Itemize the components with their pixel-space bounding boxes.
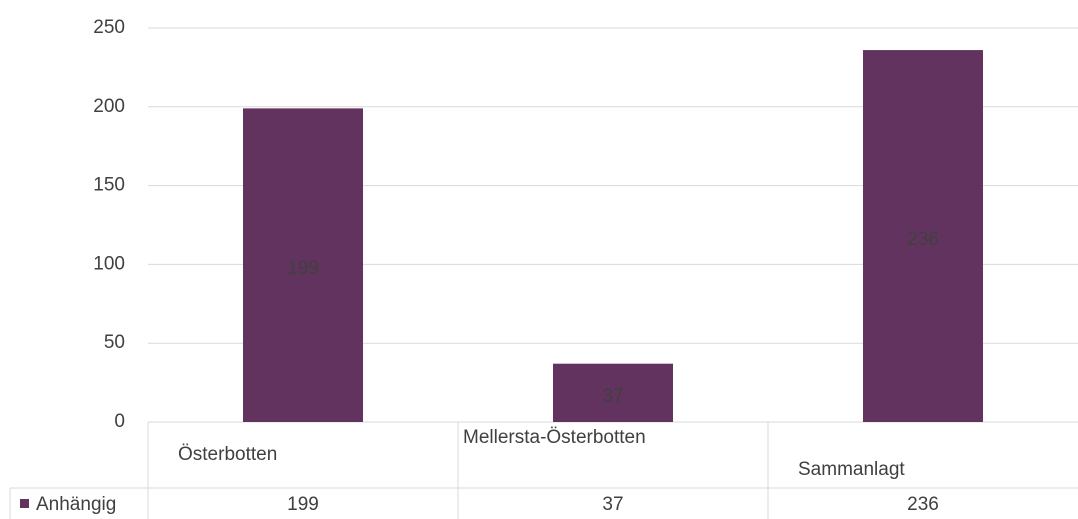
- y-tick-label: 0: [114, 411, 125, 432]
- table-value: 37: [602, 494, 623, 515]
- bar: [553, 363, 673, 422]
- legend-label: Anhängig: [36, 494, 116, 515]
- table-value: 199: [287, 494, 319, 515]
- bar: [863, 50, 983, 423]
- data-label: 199: [287, 258, 319, 279]
- category-label: Sammanlagt: [798, 459, 905, 480]
- y-tick-label: 200: [93, 96, 125, 117]
- bar: [243, 108, 363, 422]
- legend-swatch: [20, 499, 29, 508]
- y-tick-label: 100: [93, 253, 125, 274]
- category-label: Mellersta-Österbotten: [463, 427, 646, 448]
- table-value: 236: [907, 494, 939, 515]
- category-label: Österbotten: [178, 444, 277, 465]
- data-label: 236: [907, 229, 939, 250]
- y-tick-label: 250: [93, 17, 125, 38]
- y-tick-label: 50: [104, 332, 125, 353]
- y-tick-label: 150: [93, 175, 125, 196]
- data-label: 37: [602, 386, 623, 407]
